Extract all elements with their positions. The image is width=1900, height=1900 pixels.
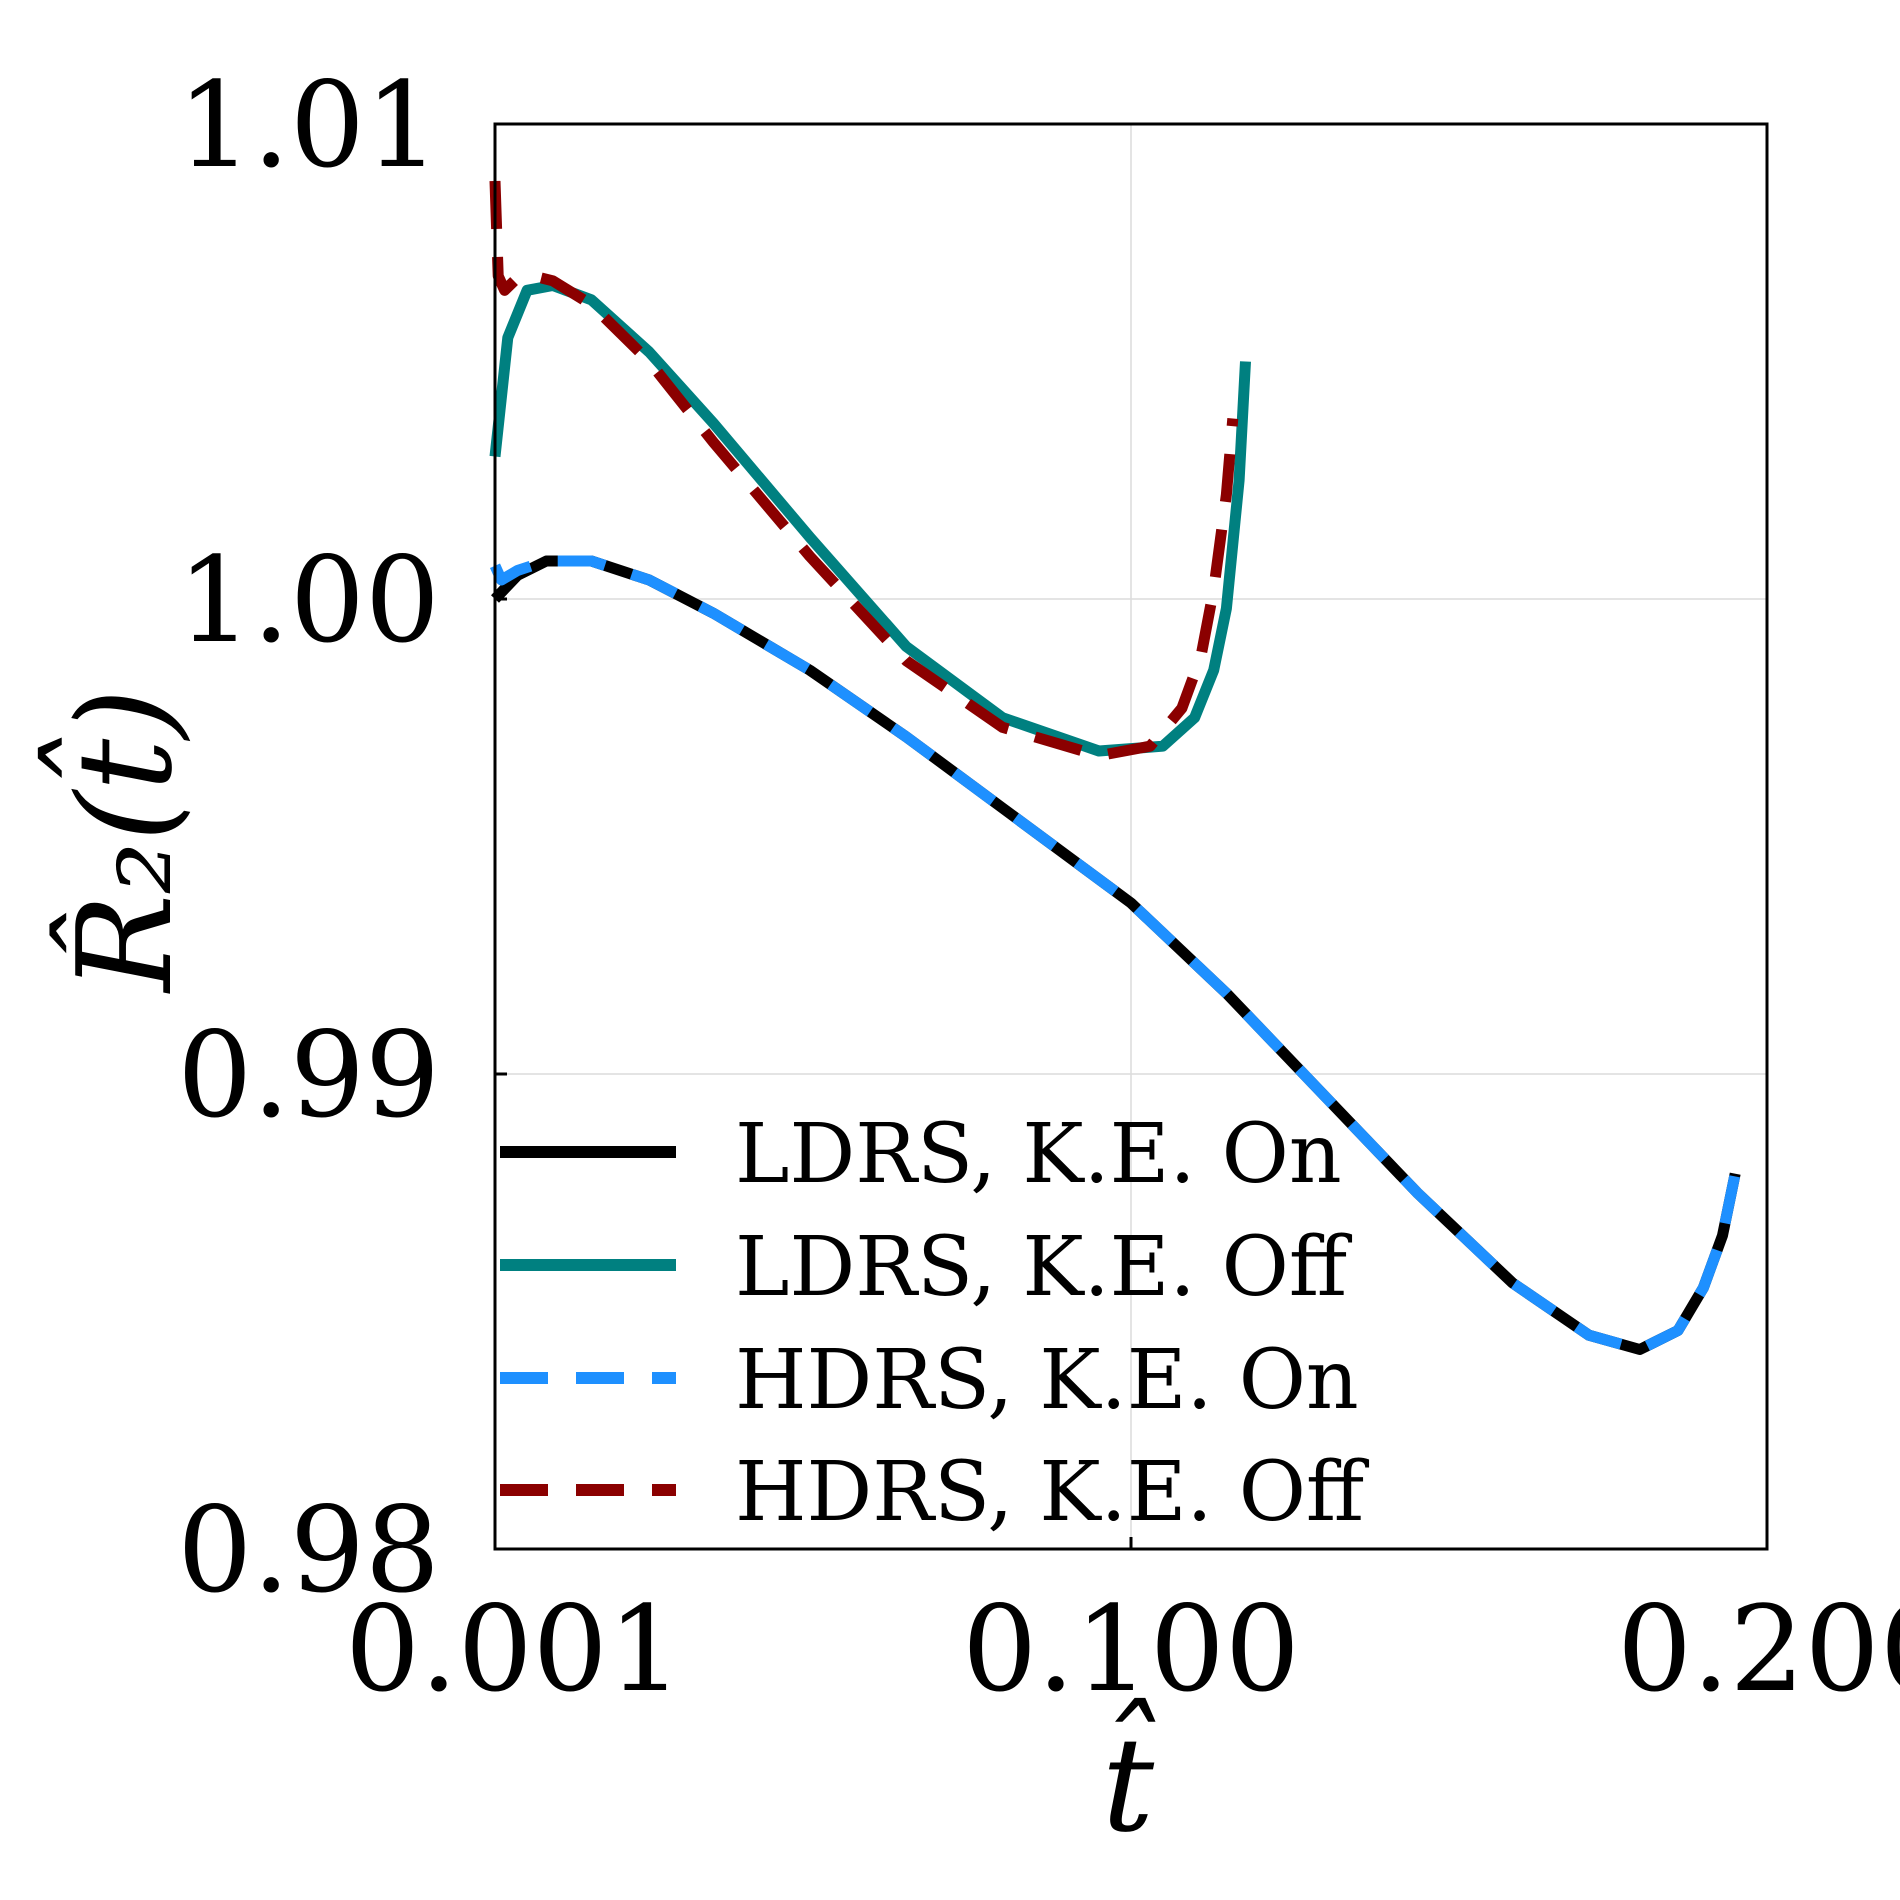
y-tick-label: 0.99 xyxy=(177,1006,440,1144)
series-line-hdrs-k-e-on xyxy=(489,555,1741,1355)
x-axis-label: t̂ xyxy=(1102,1698,1156,1861)
legend-label-ldrs-k-e-off: LDRS, K.E. Off xyxy=(735,1220,1353,1315)
legend: LDRS, K.E. On LDRS, K.E. Off HDRS, K.E. On… xyxy=(500,1107,1370,1540)
tick-layer: 0.001 0.100 0.200 0.98 0.99 1.00 1.01 xyxy=(177,56,1900,1718)
legend-label-ldrs-k-e-on: LDRS, K.E. On xyxy=(735,1107,1342,1202)
legend-label-hdrs-k-e-on: HDRS, K.E. On xyxy=(735,1333,1359,1428)
x-tick-label: 0.200 xyxy=(1617,1580,1900,1718)
y-tick-label: 0.98 xyxy=(177,1481,440,1619)
y-tick-label: 1.00 xyxy=(177,531,440,669)
series-line-hdrs-k-e-off xyxy=(489,180,1239,762)
x-tick-label: 0.001 xyxy=(345,1580,683,1718)
legend-label-hdrs-k-e-off: HDRS, K.E. Off xyxy=(735,1445,1370,1540)
series-line-ldrs-k-e-off xyxy=(489,280,1251,757)
x-tick-label: 0.100 xyxy=(962,1580,1300,1718)
y-tick-label: 1.01 xyxy=(177,56,440,194)
series-layer xyxy=(489,180,1741,1355)
y-axis-label: R̂₂(t̂) xyxy=(38,688,201,994)
